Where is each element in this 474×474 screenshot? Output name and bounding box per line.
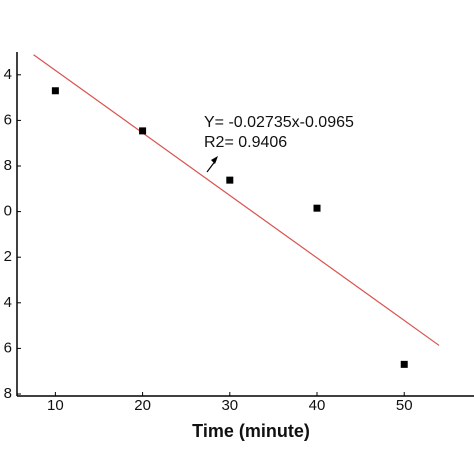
trendline: [33, 54, 440, 346]
x-tick-label: 40: [309, 397, 326, 414]
point: [313, 204, 321, 212]
y-tick-label: 6: [4, 111, 12, 128]
x-tick-label: 50: [396, 397, 413, 414]
y-tick-label: 4: [4, 294, 12, 311]
y-tick-label: 8: [4, 385, 12, 402]
x-tick-label: 30: [221, 397, 238, 414]
x-axis-label: Time (minute): [192, 421, 310, 441]
point: [51, 87, 59, 95]
equation: Y= -0.02735x-0.0965: [204, 114, 354, 131]
y-tick-label: 6: [4, 339, 12, 356]
point: [139, 127, 147, 135]
y-tick-label: 0: [4, 203, 12, 220]
arrow-head: [211, 156, 218, 164]
y-tick-label: 4: [4, 66, 12, 83]
r-squared: R2= 0.9406: [204, 134, 287, 151]
x-tick-label: 10: [47, 397, 64, 414]
y-tick-label: 2: [4, 248, 12, 265]
y-tick-label: 8: [4, 157, 12, 174]
point: [226, 176, 234, 184]
point: [400, 360, 408, 368]
x-tick-label: 20: [134, 397, 151, 414]
